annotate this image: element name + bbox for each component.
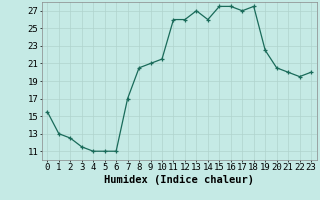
X-axis label: Humidex (Indice chaleur): Humidex (Indice chaleur) bbox=[104, 175, 254, 185]
